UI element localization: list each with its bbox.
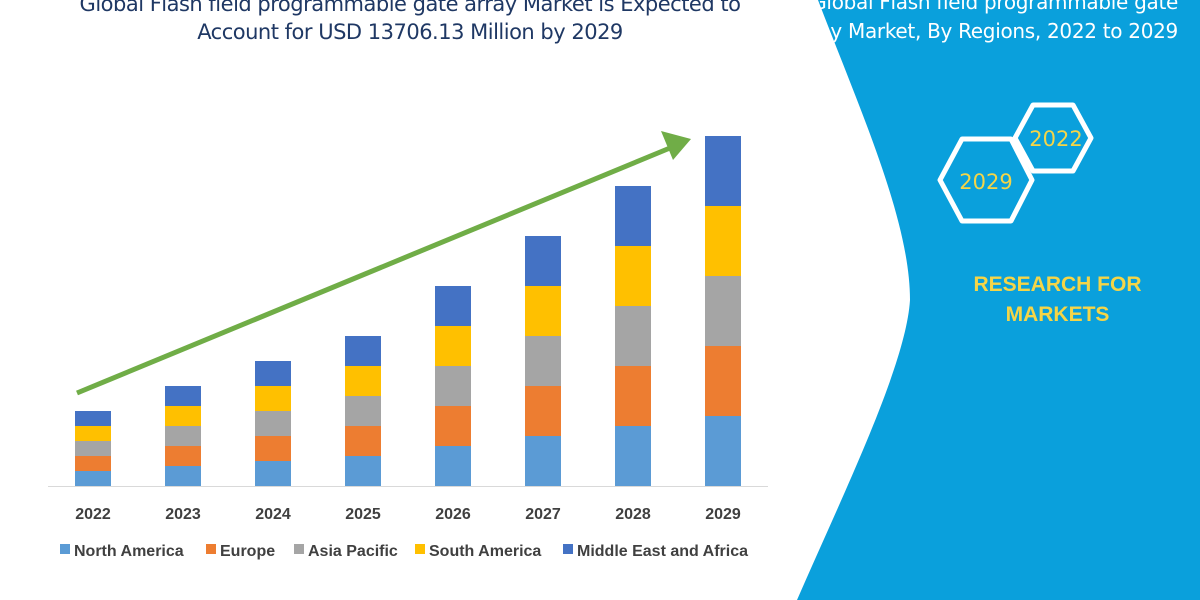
- hexagon-2029: 2029: [937, 136, 1035, 224]
- bar-segment-2022-south-america: [75, 426, 111, 441]
- bar-segment-2026-asia-pacific: [435, 366, 471, 406]
- bar-segment-2025-europe: [345, 426, 381, 456]
- bar-segment-2029-europe: [705, 346, 741, 416]
- x-tick-labels: 2022 2023 2024 2025 2026 2027 2028 2029: [75, 506, 741, 523]
- bar-segment-2026-europe: [435, 406, 471, 446]
- bar-segment-2023-asia-pacific: [165, 426, 201, 446]
- bar-segment-2027-north-america: [525, 436, 561, 486]
- bar-segment-2026-south-america: [435, 326, 471, 366]
- brand-line-1: RESEARCH FOR: [973, 273, 1142, 296]
- bar-segment-2027-middle-east-and-africa: [525, 236, 561, 286]
- bar-segment-2023-south-america: [165, 406, 201, 426]
- legend-swatch: [206, 544, 216, 554]
- legend-swatch: [563, 544, 573, 554]
- bar-segment-2025-asia-pacific: [345, 396, 381, 426]
- bar-segment-2023-north-america: [165, 466, 201, 486]
- right-panel-background: [797, 0, 1200, 600]
- bar-segment-2028-middle-east-and-africa: [615, 186, 651, 246]
- bar-segment-2029-middle-east-and-africa: [705, 136, 741, 206]
- bar-segment-2025-north-america: [345, 456, 381, 486]
- legend-label: Europe: [220, 543, 275, 560]
- bar-segment-2027-asia-pacific: [525, 336, 561, 386]
- legend-swatch: [415, 544, 425, 554]
- x-tick-label: 2028: [615, 506, 651, 523]
- bar-segment-2024-middle-east-and-africa: [255, 361, 291, 386]
- bar-segment-2024-europe: [255, 436, 291, 461]
- side-title: Global Flash field programmable gate arr…: [791, 0, 1178, 43]
- bar-segment-2027-europe: [525, 386, 561, 436]
- hexagon-2022-label: 2022: [1029, 127, 1082, 151]
- bar-segment-2023-middle-east-and-africa: [165, 386, 201, 406]
- bar-segment-2029-asia-pacific: [705, 276, 741, 346]
- bar-segment-2026-middle-east-and-africa: [435, 286, 471, 326]
- bar-segment-2024-asia-pacific: [255, 411, 291, 436]
- trend-arrow: [76, 131, 691, 396]
- legend-swatch: [60, 544, 70, 554]
- bar-segment-2029-south-america: [705, 206, 741, 276]
- bar-segment-2028-south-america: [615, 246, 651, 306]
- x-tick-label: 2023: [165, 506, 201, 523]
- bar-segment-2025-south-america: [345, 366, 381, 396]
- x-tick-label: 2025: [345, 506, 381, 523]
- legend-label: North America: [74, 543, 184, 560]
- bar-segment-2023-europe: [165, 446, 201, 466]
- bar-segment-2028-north-america: [615, 426, 651, 486]
- hexagon-2022: 2022: [1012, 102, 1094, 174]
- legend: North America Europe Asia Pacific South Ame…: [60, 543, 748, 560]
- x-tick-label: 2026: [435, 506, 471, 523]
- bar-segment-2024-north-america: [255, 461, 291, 486]
- bar-segment-2026-north-america: [435, 446, 471, 486]
- legend-label: South America: [429, 543, 541, 560]
- bar-segment-2022-north-america: [75, 471, 111, 486]
- bar-segment-2024-south-america: [255, 386, 291, 411]
- bar-segment-2025-middle-east-and-africa: [345, 336, 381, 366]
- x-tick-label: 2024: [255, 506, 291, 523]
- bar-segment-2022-europe: [75, 456, 111, 471]
- x-tick-label: 2027: [525, 506, 561, 523]
- legend-swatch: [294, 544, 304, 554]
- brand-line-2: MARKETS: [1005, 303, 1110, 326]
- bar-segment-2028-asia-pacific: [615, 306, 651, 366]
- x-tick-label: 2022: [75, 506, 111, 523]
- legend-label: Asia Pacific: [308, 543, 398, 560]
- hexagon-2029-label: 2029: [959, 170, 1012, 194]
- bar-segment-2022-asia-pacific: [75, 441, 111, 456]
- legend-label: Middle East and Africa: [577, 543, 748, 560]
- bar-segment-2022-middle-east-and-africa: [75, 411, 111, 426]
- bar-segment-2028-europe: [615, 366, 651, 426]
- x-tick-label: 2029: [705, 506, 741, 523]
- bars: [75, 136, 741, 486]
- chart-title: Global Flash field programmable gate arr…: [79, 0, 741, 44]
- brand-text: RESEARCH FOR MARKETS: [940, 270, 1175, 330]
- bar-segment-2027-south-america: [525, 286, 561, 336]
- bar-segment-2029-north-america: [705, 416, 741, 486]
